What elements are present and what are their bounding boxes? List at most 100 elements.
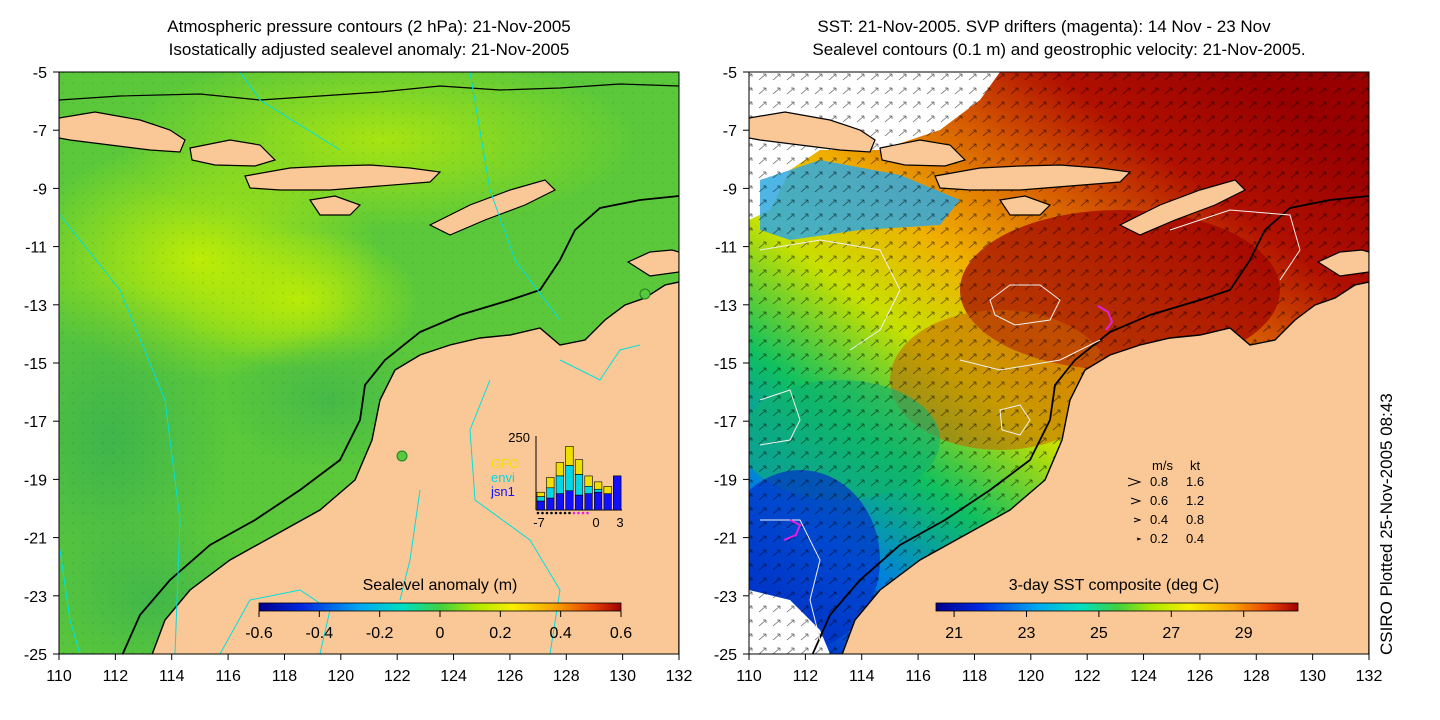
y-tick-label: -17 [24, 414, 47, 431]
island-java [749, 111, 876, 153]
island-flores-sumbawa [934, 164, 1132, 191]
histogram-sample-dot [536, 511, 540, 515]
histogram-bar-envi [574, 474, 584, 496]
x-tick-label: 124 [440, 668, 467, 685]
histogram-bar-jsn1 [594, 491, 603, 511]
colorbar-tick-label: 25 [1090, 625, 1108, 642]
histogram-bar-jsn1 [584, 493, 593, 511]
pressure-contour [469, 379, 561, 654]
histogram-sample-dot [554, 511, 558, 515]
sealevel-contour [989, 284, 1061, 326]
velocity-ms-value: 0.6 [1150, 493, 1168, 508]
sealevel-contour [1169, 209, 1301, 281]
histogram-sample-dot [545, 511, 549, 515]
histogram-sample-dot [568, 511, 571, 515]
x-tick-label: 128 [1243, 668, 1270, 685]
left-colorbar-ticks: -0.6 -0.4 -0.2 0 0.2 0.4 0.6 [245, 611, 632, 642]
x-tick-label: 118 [272, 668, 298, 685]
island-timor [428, 179, 557, 236]
velocity-kt-value: 0.8 [1186, 512, 1204, 527]
histogram-sample-dot [541, 511, 544, 515]
histogram-bar-jsn1 [565, 490, 574, 511]
drifter-track [1097, 305, 1114, 331]
x-tick-label: 114 [849, 668, 875, 685]
velocity-legend: m/s kt 0.8 1.6 0.6 1.2 0.4 0.8 0.2 0.4 [1127, 458, 1204, 546]
y-tick-label: -13 [24, 298, 47, 315]
left-colorbar-label: Sealevel anomaly (m) [363, 577, 518, 594]
x-tick-label: 128 [553, 668, 580, 685]
pressure-contour [219, 589, 331, 654]
histogram-legend-jsn1: jsn1 [490, 484, 515, 499]
y-tick-label: -21 [24, 531, 47, 548]
velocity-ms-value: 0.2 [1150, 531, 1168, 546]
arrow-icon [1133, 517, 1142, 523]
left-axes: 110 112 114 116 118 120 122 124 126 128 130 132 -5 -7… [24, 65, 693, 685]
colorbar-tick-label: 0.6 [610, 625, 632, 642]
histogram-bar-gfo [555, 462, 564, 477]
histogram-bar-gfo [574, 459, 584, 475]
histogram-legend-envi: envi [491, 470, 515, 485]
histogram-bar-jsn1 [603, 493, 612, 511]
pressure-contour [59, 549, 81, 654]
y-tick-label: -23 [714, 589, 737, 606]
x-tick-label: 120 [1017, 668, 1044, 685]
histogram-x-label: -7 [533, 515, 545, 530]
arrow-icon [1127, 477, 1142, 487]
left-colorbar: Sealevel anomaly (m) -0.6 -0.4 -0.2 0 0.2 0.4… [245, 577, 632, 642]
island-sumba [308, 195, 362, 216]
right-title-line2: Sealevel contours (0.1 m) and geostrophi… [812, 40, 1305, 59]
colorbar-tick-label: 23 [1018, 625, 1036, 642]
x-tick-label: 112 [103, 668, 129, 685]
histogram-sample-dot [577, 511, 580, 515]
colorbar-tick-label: 21 [945, 625, 963, 642]
histogram-x-label: 0 [592, 515, 599, 530]
colorbar-tick-label: 0.2 [489, 625, 511, 642]
sealevel-contour [759, 239, 901, 351]
island-sumba [998, 195, 1052, 216]
histogram-bar-envi [555, 475, 564, 495]
histogram-bar-envi [536, 496, 545, 502]
y-tick-label: -17 [714, 414, 737, 431]
sealevel-contour [759, 389, 801, 446]
histogram-sample-dot [572, 511, 576, 515]
x-tick-label: 116 [215, 668, 241, 685]
histogram-bar-gfo [565, 446, 574, 466]
bathymetry-contour [121, 195, 679, 654]
colorbar-tick-label: 29 [1235, 625, 1253, 642]
velocity-kt-value: 0.4 [1186, 531, 1204, 546]
y-tick-label: -23 [24, 589, 47, 606]
sealevel-panel: Atmospheric pressure contours (2 hPa): 2… [24, 17, 693, 685]
velocity-ms-value: 0.8 [1150, 474, 1168, 489]
velocity-unit-kt: kt [1190, 458, 1201, 473]
x-tick-label: 130 [609, 668, 636, 685]
island-bali-lombok [879, 139, 967, 167]
x-tick-label: 116 [905, 668, 931, 685]
left-title-line1: Atmospheric pressure contours (2 hPa): 2… [167, 17, 570, 36]
velocity-ms-value: 0.4 [1150, 512, 1168, 527]
histogram-bar-gfo [594, 481, 603, 490]
y-tick-label: -15 [24, 356, 47, 373]
island-right-edge [1316, 249, 1369, 277]
right-axes: 110 112 114 116 118 120 122 124 126 128 130 132 -5 -7… [714, 65, 1383, 685]
colorbar-tick-label: 27 [1162, 625, 1180, 642]
y-tick-label: -7 [33, 123, 47, 140]
colorbar-tick-label: -0.2 [366, 625, 394, 642]
sealevel-contour [999, 404, 1031, 436]
velocity-unit-ms: m/s [1152, 458, 1173, 473]
y-tick-label: -15 [714, 356, 737, 373]
x-tick-label: 112 [793, 668, 819, 685]
colorbar-tick-label: -0.6 [245, 625, 273, 642]
sst-panel: SST: 21-Nov-2005. SVP drifters (magenta)… [714, 17, 1383, 685]
y-tick-label: -7 [723, 123, 737, 140]
y-tick-label: -25 [714, 647, 737, 664]
pressure-contour [469, 72, 561, 321]
right-colorbar-ticks: 21 23 25 27 29 [945, 611, 1253, 642]
x-tick-label: 120 [327, 668, 354, 685]
x-tick-label: 110 [46, 668, 72, 685]
x-tick-label: 130 [1299, 668, 1326, 685]
sst-map [749, 72, 1369, 654]
x-tick-label: 122 [1074, 668, 1101, 685]
x-tick-label: 126 [1187, 668, 1214, 685]
